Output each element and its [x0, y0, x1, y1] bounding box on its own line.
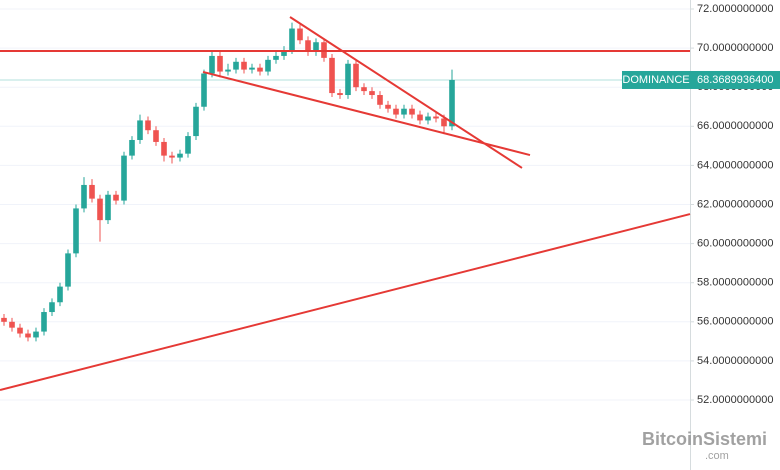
- candle-body: [1, 317, 7, 322]
- candle-body: [401, 108, 407, 115]
- candle-body: [241, 61, 247, 70]
- last-price-name-box: [622, 70, 690, 89]
- candle-body: [273, 55, 279, 60]
- candle-body: [185, 136, 191, 154]
- y-tick-label: 54.0000000000: [697, 355, 773, 367]
- candle-body: [121, 155, 127, 201]
- candle-body: [113, 194, 119, 201]
- candle-body: [409, 108, 415, 115]
- watermark: BitcoinSistemi: [642, 429, 767, 449]
- y-tick-label: 70.0000000000: [697, 42, 773, 54]
- candle-body: [345, 63, 351, 96]
- candle-body: [449, 79, 455, 127]
- candle-body: [369, 91, 375, 96]
- candle-body: [129, 139, 135, 156]
- candle-body: [225, 69, 231, 72]
- candle-body: [9, 321, 15, 328]
- candle-body: [153, 130, 159, 142]
- candle-body: [289, 28, 295, 51]
- candle-body: [97, 198, 103, 221]
- candle-body: [49, 302, 55, 313]
- candle-body: [65, 253, 71, 287]
- y-tick-label: 62.0000000000: [697, 198, 773, 210]
- candle-body: [17, 327, 23, 334]
- candle-body: [329, 57, 335, 94]
- candle-body: [209, 55, 215, 74]
- candle-body: [249, 67, 255, 70]
- candle-body: [217, 55, 223, 72]
- candle-body: [169, 155, 175, 158]
- candle-body: [377, 95, 383, 105]
- candle-body: [201, 73, 207, 107]
- last-price-label: 68.3689936400: [697, 74, 773, 86]
- y-tick-label: 56.0000000000: [697, 316, 773, 328]
- last-price-box: [690, 70, 780, 89]
- candle-body: [425, 116, 431, 121]
- candle-body: [337, 93, 343, 96]
- candle-body: [73, 208, 79, 254]
- y-tick-label: 66.0000000000: [697, 120, 773, 132]
- watermark-suffix: .com: [705, 450, 729, 462]
- candle-body: [265, 59, 271, 72]
- candle-body: [233, 61, 239, 70]
- candle-body: [25, 333, 31, 338]
- candle-body: [417, 114, 423, 121]
- last-price-name: DOMINANCE: [622, 74, 689, 86]
- candle-body: [361, 87, 367, 92]
- y-tick-label: 52.0000000000: [697, 394, 773, 406]
- candle-body: [305, 40, 311, 53]
- candle-body: [281, 50, 287, 56]
- candle-body: [177, 153, 183, 158]
- candle-body: [33, 331, 39, 338]
- candle-body: [105, 194, 111, 221]
- candle-body: [57, 286, 63, 303]
- candle-body: [145, 120, 151, 131]
- candle-body: [257, 67, 263, 72]
- candle-body: [81, 184, 87, 209]
- trend-line: [0, 213, 691, 392]
- y-tick-label: 58.0000000000: [697, 277, 773, 289]
- candle-body: [385, 104, 391, 109]
- candle-body: [353, 63, 359, 88]
- candle-body: [297, 28, 303, 41]
- trend-line: [202, 70, 531, 157]
- candle-body: [193, 106, 199, 137]
- candle-body: [393, 108, 399, 115]
- candle-body: [433, 116, 439, 119]
- candle-body: [41, 312, 47, 332]
- candle-body: [161, 141, 167, 156]
- y-tick-label: 72.0000000000: [697, 3, 773, 15]
- candle-body: [313, 42, 319, 53]
- candle-body: [137, 120, 143, 140]
- candle-body: [89, 184, 95, 199]
- y-tick-label: 64.0000000000: [697, 159, 773, 171]
- y-tick-label: 60.0000000000: [697, 238, 773, 250]
- candle-body: [441, 118, 447, 127]
